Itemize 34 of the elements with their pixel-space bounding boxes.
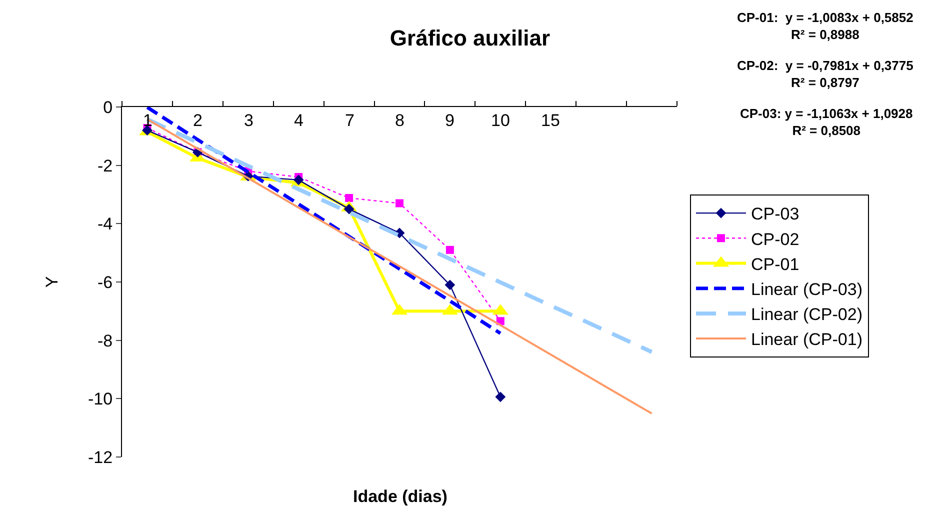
y-tick-label: -12 <box>88 448 113 467</box>
x-tick-label: 10 <box>491 111 510 130</box>
legend-label: CP-01 <box>751 254 800 274</box>
point <box>444 280 456 290</box>
text: CP-02: y = -0,7981x + 0,3775 R² = 0,8797 <box>737 58 914 90</box>
x-tick-label: 15 <box>541 111 560 130</box>
x-tick-label: 9 <box>445 111 454 130</box>
point <box>396 199 404 208</box>
legend-label: Linear (CP-02) <box>751 305 862 324</box>
x-tick-label: 4 <box>294 111 304 130</box>
point <box>495 392 506 402</box>
x-tick-label: 2 <box>193 111 202 130</box>
y-tick-label: 0 <box>103 98 113 117</box>
x-tick-label: 7 <box>345 111 354 130</box>
text: CP-01: y = -1,0083x + 0,5852 R² = 0,8988 <box>737 10 914 42</box>
x-tick-label: 3 <box>244 111 254 130</box>
y-tick-label: -6 <box>97 272 113 292</box>
y-tick-label: -2 <box>97 156 113 176</box>
y-tick-label: -4 <box>97 214 113 234</box>
chart-title: Gráfico auxiliar <box>390 25 551 50</box>
point <box>345 194 354 202</box>
point <box>344 204 354 214</box>
y-tick-label: -10 <box>88 390 113 409</box>
x-axis-title: Idade (dias) <box>353 487 448 506</box>
legend-label: CP-03 <box>751 204 800 224</box>
legend-label: Linear (CP-01) <box>751 330 862 350</box>
point <box>446 246 454 254</box>
legend-label: CP-02 <box>751 230 800 249</box>
text: CP-03: y = -1,1063x + 1,0928 R² = 0,8508 <box>740 106 913 138</box>
point <box>293 174 304 186</box>
y-axis-title: Y <box>42 276 62 288</box>
x-tick-label: 8 <box>395 111 404 130</box>
y-tick-label: -8 <box>97 331 113 350</box>
legend-label: Linear (CP-03) <box>751 280 862 299</box>
